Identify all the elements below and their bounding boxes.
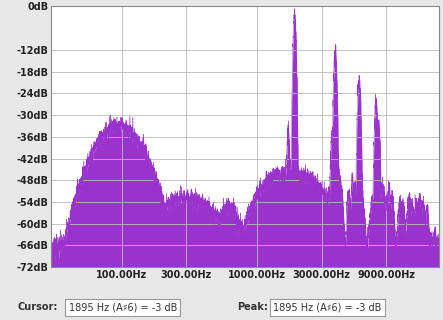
Text: Peak:: Peak:: [237, 302, 268, 312]
Text: Cursor:: Cursor:: [18, 302, 58, 312]
Text: 1895 Hz (A♯6) = -3 dB: 1895 Hz (A♯6) = -3 dB: [69, 302, 177, 312]
Text: 1895 Hz (A♯6) = -3 dB: 1895 Hz (A♯6) = -3 dB: [273, 302, 382, 312]
